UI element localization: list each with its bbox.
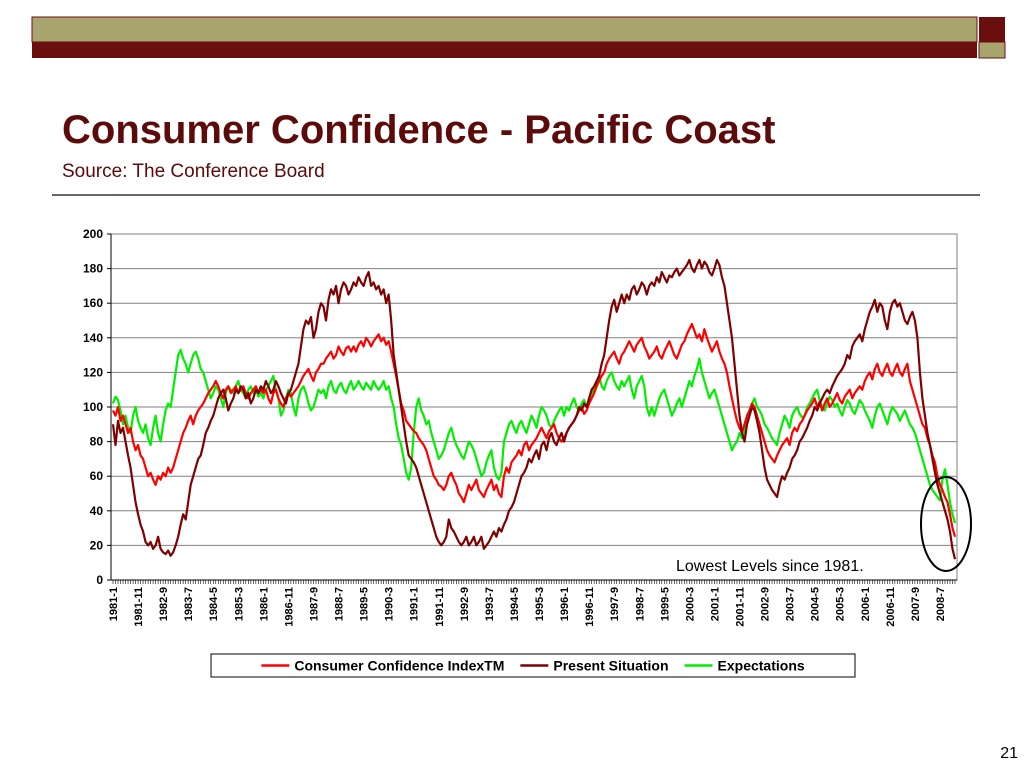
x-tick-label: 1999-5 bbox=[659, 587, 671, 621]
x-tick-label: 2005-3 bbox=[835, 587, 847, 621]
series-line bbox=[111, 258, 957, 560]
legend-label: Expectations bbox=[718, 658, 805, 674]
x-tick-label: 1991-11 bbox=[434, 587, 446, 627]
x-tick-label: 1994-5 bbox=[509, 587, 521, 621]
y-tick-label: 160 bbox=[83, 296, 103, 310]
corner-square bbox=[979, 17, 1005, 42]
x-tick-label: 1998-7 bbox=[634, 587, 646, 621]
x-tick-label: 2002-9 bbox=[760, 587, 772, 621]
x-tick-label: 2001-1 bbox=[709, 587, 721, 621]
x-tick-label: 2000-3 bbox=[684, 587, 696, 621]
x-tick-label: 1991-1 bbox=[409, 587, 421, 621]
x-tick-label: 1997-9 bbox=[609, 587, 621, 621]
x-tick-label: 1986-1 bbox=[258, 587, 270, 621]
y-tick-label: 180 bbox=[83, 262, 103, 276]
x-tick-label: 2008-7 bbox=[935, 587, 947, 621]
header-bar bbox=[31, 16, 978, 43]
y-tick-label: 200 bbox=[83, 227, 103, 241]
y-tick-label: 120 bbox=[83, 365, 103, 379]
x-tick-label: 2004-5 bbox=[810, 587, 822, 621]
x-tick-label: 1986-11 bbox=[283, 587, 295, 627]
x-tick-label: 1981-1 bbox=[108, 587, 120, 621]
slide-subtitle: Source: The Conference Board bbox=[62, 161, 325, 182]
x-tick-label: 2006-11 bbox=[885, 587, 897, 627]
legend-label: Consumer Confidence IndexTM bbox=[294, 658, 504, 674]
x-tick-label: 1996-1 bbox=[559, 587, 571, 621]
header-bar-dark bbox=[32, 42, 977, 58]
series-line bbox=[112, 322, 957, 538]
x-tick-label: 1992-9 bbox=[459, 587, 471, 621]
highlight-ellipse bbox=[920, 476, 972, 572]
x-tick-label: 2007-9 bbox=[910, 587, 922, 621]
x-tick-label: 1987-9 bbox=[308, 587, 320, 621]
x-tick-label: 1981-11 bbox=[133, 587, 145, 627]
y-tick-label: 20 bbox=[90, 538, 104, 552]
y-tick-label: 140 bbox=[83, 331, 103, 345]
x-tick-label: 1995-3 bbox=[534, 587, 546, 621]
y-tick-label: 100 bbox=[83, 400, 103, 414]
chart: 0 20 40 60 80 100 120 140 160 180 200 1981-1 1981-11… bbox=[83, 227, 958, 678]
page-number: 21 bbox=[1000, 745, 1018, 762]
x-tick-label: 1984-5 bbox=[208, 587, 220, 621]
x-tick-label: 1985-3 bbox=[233, 587, 245, 621]
x-tick-label: 2001-11 bbox=[734, 587, 746, 627]
x-tick-label: 1993-7 bbox=[484, 587, 496, 621]
x-tick-label: 2006-1 bbox=[860, 587, 872, 621]
legend: Consumer Confidence IndexTM Present Situa… bbox=[210, 653, 856, 678]
x-tick-label: 1983-7 bbox=[183, 587, 195, 621]
x-tick-label: 1988-7 bbox=[334, 587, 346, 621]
x-tick-label: 1982-9 bbox=[158, 587, 170, 621]
annotation: Lowest Levels since 1981. bbox=[676, 558, 864, 575]
legend-label: Present Situation bbox=[553, 658, 668, 674]
y-tick-label: 60 bbox=[90, 469, 104, 483]
corner-square bbox=[978, 41, 1006, 59]
y-tick-label: 0 bbox=[96, 573, 103, 587]
x-tick-label: 2003-7 bbox=[785, 587, 797, 621]
y-tick-label: 40 bbox=[90, 504, 104, 518]
y-tick-label: 80 bbox=[90, 435, 104, 449]
x-tick-label: 1989-5 bbox=[359, 587, 371, 621]
series-line bbox=[111, 348, 957, 524]
x-tick-label: 1996-11 bbox=[584, 587, 596, 627]
x-tick-label: 1990-3 bbox=[384, 587, 396, 621]
slide-title: Consumer Confidence - Pacific Coast bbox=[62, 108, 775, 152]
